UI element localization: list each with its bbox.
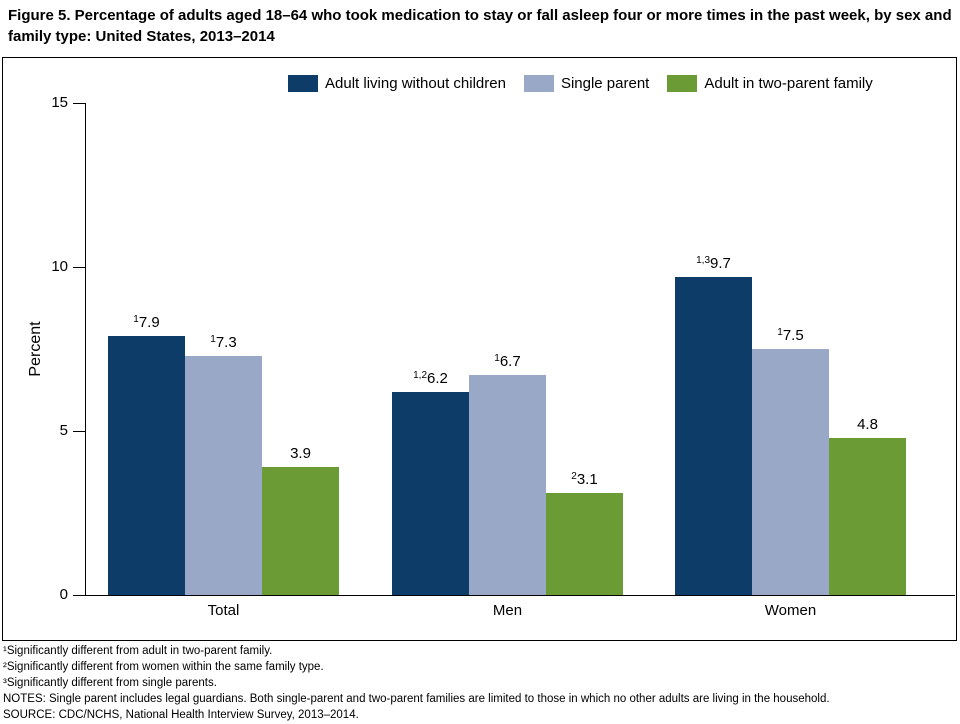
footnote-marker: 1 [133,314,139,325]
x-axis-category-label: Women [764,602,817,619]
bar-total-series2 [185,356,262,595]
footnote-1: ¹Significantly different from adult in t… [3,645,273,657]
bar-men-series1 [392,392,469,595]
y-axis-tick-label: 15 [51,94,68,111]
legend-item-two-parent: Adult in two-parent family [667,75,873,92]
y-axis-tick [73,431,85,432]
bar-men-series2 [469,375,546,595]
bar-value-label: 16.7 [494,353,521,370]
bar-women-series3 [829,438,906,595]
bar-men-series3 [546,493,623,595]
legend-swatch-green [667,75,698,92]
bar-women-series1 [675,277,752,595]
bar-total-series3 [262,467,339,595]
bar-value-label: 17.5 [777,327,804,344]
footnote-marker: 2 [571,471,577,482]
legend-label-two-parent: Adult in two-parent family [704,75,873,92]
legend-label-single-parent: Single parent [560,75,650,92]
footnote-marker: 1,3 [696,255,711,266]
y-axis-line [85,103,86,595]
bar-women-series2 [752,349,829,595]
y-axis-tick-label: 0 [59,586,68,603]
bar-value-label: 1,26.2 [413,370,448,387]
bar-value-label: 4.8 [857,416,878,433]
bar-value-label: 3.9 [290,445,311,462]
footnote-3: ³Significantly different from single par… [3,677,217,689]
legend-item-single-parent: Single parent [523,75,650,92]
x-axis-category-label: Total [207,602,240,619]
footnote-2: ²Significantly different from women with… [3,661,324,673]
bar-total-series1 [108,336,185,595]
y-axis-tick-label: 10 [51,258,68,275]
bar-value-label: 23.1 [571,471,598,488]
footnote-marker: 1,2 [413,370,428,381]
x-axis-category-label: Men [492,602,523,619]
legend-swatch-bluegray [523,75,554,92]
legend: Adult living without children Single par… [288,75,873,92]
bar-value-label: 17.3 [210,334,237,351]
y-axis-tick [73,267,85,268]
y-axis-tick [73,595,85,596]
footnote-source: SOURCE: CDC/NCHS, National Health Interv… [3,709,359,721]
bar-value-label: 17.9 [133,314,160,331]
y-axis-tick-label: 5 [59,422,68,439]
legend-swatch-navy [288,75,318,92]
figure-title: Figure 5. Percentage of adults aged 18–6… [8,7,952,45]
y-axis-tick [73,103,85,104]
bar-value-label: 1,39.7 [696,255,731,272]
footnote-marker: 1 [494,353,500,364]
footnote-marker: 1 [210,334,216,345]
legend-item-adult-without-children: Adult living without children [288,75,506,92]
footnote-notes: NOTES: Single parent includes legal guar… [3,693,830,705]
x-axis-line [85,595,955,596]
y-axis-title: Percent [27,321,44,377]
legend-label-adult-without-children: Adult living without children [325,75,506,92]
footnotes: ¹Significantly different from adult in t… [3,643,955,723]
footnote-marker: 1 [777,327,783,338]
